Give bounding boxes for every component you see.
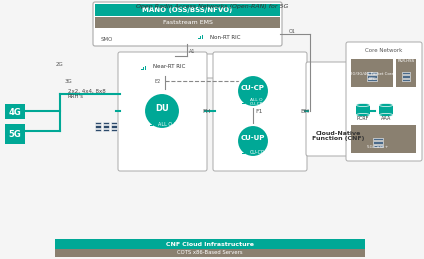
- Text: A1: A1: [189, 48, 195, 54]
- Text: CNF Cloud Infrastructure: CNF Cloud Infrastructure: [166, 242, 254, 248]
- Text: AAA: AAA: [381, 116, 391, 120]
- Bar: [201, 35, 203, 39]
- Text: MANO (OSS/BSS/NFVO): MANO (OSS/BSS/NFVO): [142, 7, 233, 13]
- Text: Non-RT RIC: Non-RT RIC: [210, 34, 240, 40]
- Bar: [402, 75, 410, 77]
- Bar: [356, 105, 370, 115]
- Ellipse shape: [379, 113, 393, 117]
- Ellipse shape: [356, 104, 370, 106]
- Bar: [367, 75, 377, 77]
- Text: 2G: 2G: [56, 61, 64, 67]
- Text: PCRF: PCRF: [357, 116, 369, 120]
- Text: CU-CP: CU-CP: [250, 149, 265, 155]
- Bar: [152, 123, 153, 126]
- Bar: [55, 249, 365, 257]
- FancyBboxPatch shape: [118, 52, 207, 171]
- Bar: [103, 128, 109, 131]
- Bar: [402, 78, 410, 81]
- Bar: [145, 66, 146, 70]
- Bar: [396, 59, 416, 87]
- Text: Open Radio Access Networks (Open-RAN) for 5G: Open Radio Access Networks (Open-RAN) fo…: [136, 4, 288, 9]
- Text: 2x2, 4x4, 8x8
RRH's: 2x2, 4x4, 8x8 RRH's: [68, 89, 106, 99]
- FancyBboxPatch shape: [346, 42, 422, 161]
- Text: ALL O-DU: ALL O-DU: [158, 121, 181, 126]
- Bar: [367, 71, 377, 74]
- FancyBboxPatch shape: [306, 62, 370, 156]
- Bar: [143, 67, 144, 70]
- FancyBboxPatch shape: [133, 54, 217, 78]
- Ellipse shape: [356, 113, 370, 117]
- Bar: [402, 71, 410, 74]
- Text: 2G/3G/4G Packet Core
EPC: 2G/3G/4G Packet Core EPC: [350, 73, 394, 81]
- Bar: [95, 4, 280, 16]
- Bar: [111, 125, 117, 127]
- Bar: [55, 239, 365, 251]
- Bar: [5, 124, 25, 144]
- Bar: [111, 121, 117, 124]
- Text: COTS x86-Based Servers: COTS x86-Based Servers: [177, 250, 243, 255]
- Bar: [141, 69, 142, 70]
- Text: 5G: 5G: [8, 130, 21, 139]
- Text: F1: F1: [255, 109, 263, 113]
- Bar: [95, 125, 101, 127]
- Text: O1: O1: [289, 28, 296, 33]
- Text: P&R-HSS: P&R-HSS: [397, 59, 415, 63]
- Text: SMO: SMO: [101, 37, 113, 41]
- Text: Near-RT RIC: Near-RT RIC: [153, 63, 185, 68]
- Bar: [244, 101, 245, 104]
- Bar: [95, 128, 101, 131]
- Ellipse shape: [379, 104, 393, 106]
- FancyBboxPatch shape: [213, 52, 307, 171]
- Bar: [95, 17, 280, 28]
- Text: 3G: 3G: [64, 78, 72, 83]
- Bar: [367, 78, 377, 81]
- Text: DU: DU: [155, 104, 169, 112]
- Bar: [103, 121, 109, 124]
- Bar: [243, 103, 244, 104]
- Bar: [95, 121, 101, 124]
- Bar: [373, 138, 383, 140]
- Text: 4G: 4G: [8, 107, 21, 117]
- Text: Faststream EMS: Faststream EMS: [162, 20, 212, 25]
- Bar: [373, 145, 383, 147]
- Text: CU-CP: CU-CP: [241, 85, 265, 91]
- Bar: [5, 104, 25, 119]
- Bar: [373, 141, 383, 143]
- Bar: [245, 150, 247, 154]
- Bar: [245, 100, 247, 104]
- Bar: [351, 59, 393, 87]
- Bar: [151, 125, 152, 126]
- Text: BH: BH: [301, 109, 310, 113]
- Bar: [244, 151, 245, 154]
- Circle shape: [237, 75, 269, 107]
- Circle shape: [237, 125, 269, 157]
- Bar: [243, 153, 244, 154]
- Bar: [200, 36, 201, 39]
- Bar: [103, 125, 109, 127]
- Bar: [153, 122, 155, 126]
- Text: ALL O
CU-CP-CNF: ALL O CU-CP-CNF: [250, 98, 273, 106]
- Text: FH: FH: [203, 109, 211, 113]
- Bar: [198, 38, 200, 39]
- Text: 5G Core +: 5G Core +: [367, 145, 389, 149]
- FancyBboxPatch shape: [93, 2, 282, 46]
- Text: Cloud-Native
Function (CNF): Cloud-Native Function (CNF): [312, 131, 364, 141]
- Bar: [351, 125, 416, 153]
- Circle shape: [144, 93, 180, 129]
- Bar: [111, 128, 117, 131]
- Bar: [379, 105, 393, 115]
- Text: Core Network: Core Network: [365, 47, 403, 53]
- Text: E2: E2: [155, 78, 161, 83]
- Text: CU-UP: CU-UP: [241, 135, 265, 141]
